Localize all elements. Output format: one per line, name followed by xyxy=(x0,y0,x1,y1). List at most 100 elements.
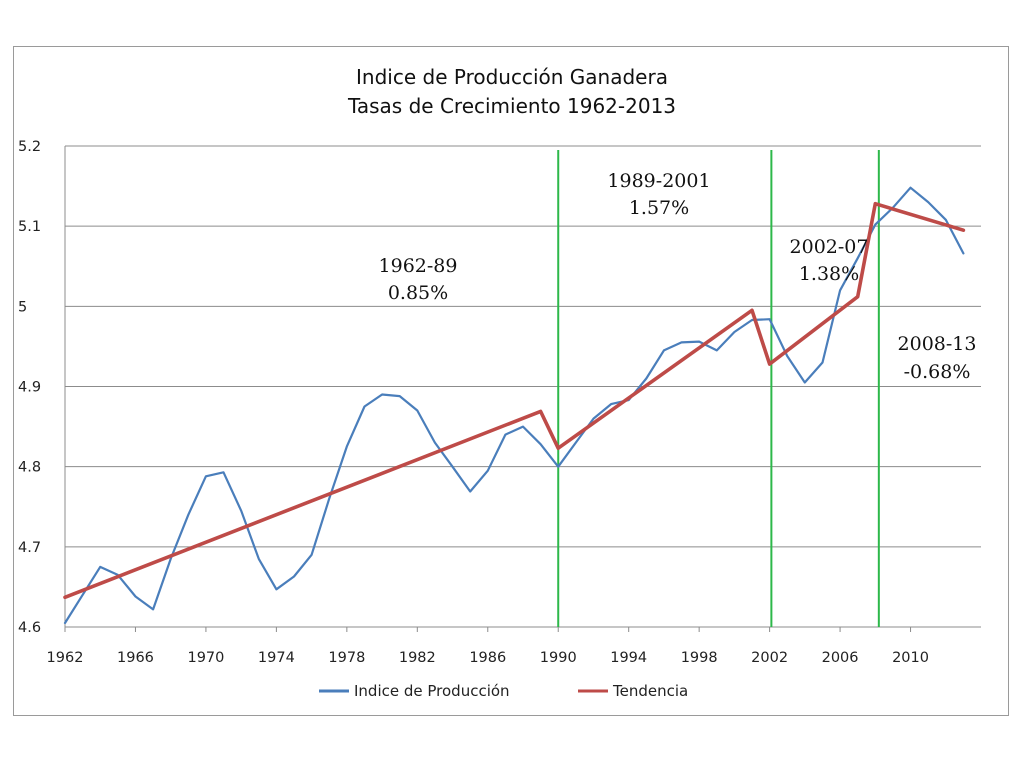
data-point-indice xyxy=(522,425,524,427)
x-tick-label: 2002 xyxy=(751,650,788,666)
data-point-indice xyxy=(909,187,911,189)
y-tick-label: 4.7 xyxy=(18,540,41,556)
data-point-indice xyxy=(786,355,788,357)
y-tick-label: 5.1 xyxy=(18,219,41,235)
annotation-2002-07: 2002-07 1.38% xyxy=(790,236,869,285)
data-point-indice xyxy=(804,381,806,383)
y-tick-label: 4.6 xyxy=(18,620,41,636)
data-point-indice xyxy=(134,595,136,597)
data-point-indice xyxy=(363,405,365,407)
data-point-indice xyxy=(381,393,383,395)
data-point-indice xyxy=(275,588,277,590)
data-point-indice xyxy=(610,403,612,405)
annotation-2008-13: 2008-13 -0.68% xyxy=(898,333,977,383)
data-point-indice xyxy=(187,514,189,516)
annotation-1962-89: 1962-89 0.85% xyxy=(379,255,458,304)
data-point-tendencia xyxy=(557,447,559,449)
y-tick-label: 4.8 xyxy=(18,460,41,476)
data-point-indice xyxy=(399,395,401,397)
x-tick-label: 2006 xyxy=(822,650,859,666)
chart-frame xyxy=(13,46,1009,716)
annotation-period: 2008-13 xyxy=(898,333,977,355)
data-point-indice xyxy=(99,566,101,568)
data-point-indice xyxy=(451,466,453,468)
data-point-indice xyxy=(222,471,224,473)
data-point-indice xyxy=(539,443,541,445)
data-point-indice xyxy=(716,349,718,351)
x-tick-label: 1982 xyxy=(399,650,436,666)
y-tick-label: 5.2 xyxy=(18,139,41,155)
legend: Indice de Producción Tendencia xyxy=(319,682,688,700)
x-tick-label: 1962 xyxy=(47,650,84,666)
data-point-indice xyxy=(293,575,295,577)
data-point-tendencia xyxy=(857,296,859,298)
data-point-indice xyxy=(733,331,735,333)
data-point-tendencia xyxy=(539,410,541,412)
legend-label-tendencia: Tendencia xyxy=(612,682,688,700)
grid-layer xyxy=(64,145,981,628)
data-point-indice xyxy=(487,470,489,472)
data-point-indice xyxy=(557,466,559,468)
data-point-indice xyxy=(240,510,242,512)
annotation-period: 1962-89 xyxy=(379,255,458,277)
data-point-indice xyxy=(645,377,647,379)
data-point-indice xyxy=(768,318,770,320)
y-tick-label: 4.9 xyxy=(18,380,41,396)
annotation-period: 2002-07 xyxy=(790,236,869,258)
x-tick-label: 1978 xyxy=(328,650,365,666)
x-tick-label: 1974 xyxy=(258,650,295,666)
data-point-indice xyxy=(434,441,436,443)
chart-title: Indice de Producción Ganadera xyxy=(356,65,668,89)
data-point-indice xyxy=(205,475,207,477)
data-point-indice xyxy=(504,433,506,435)
data-point-indice xyxy=(751,319,753,321)
series-layer xyxy=(63,186,966,625)
annotation-rate: 1.38% xyxy=(799,263,859,285)
legend-label-indice: Indice de Producción xyxy=(354,682,510,700)
data-point-indice xyxy=(575,441,577,443)
period-markers xyxy=(557,150,880,627)
data-point-indice xyxy=(821,361,823,363)
data-point-indice xyxy=(945,219,947,221)
data-point-indice xyxy=(680,341,682,343)
data-point-indice xyxy=(663,349,665,351)
data-point-indice xyxy=(81,594,83,596)
annotation-rate: -0.68% xyxy=(904,361,971,383)
x-tick-label: 1998 xyxy=(681,650,718,666)
annotation-1989-2001: 1989-2001 1.57% xyxy=(607,170,710,219)
annotation-rate: 0.85% xyxy=(388,282,448,304)
x-tick-label: 1966 xyxy=(117,650,154,666)
data-point-tendencia xyxy=(64,596,66,598)
data-point-indice xyxy=(152,608,154,610)
x-tick-label: 1990 xyxy=(540,650,577,666)
data-point-tendencia xyxy=(874,203,876,205)
data-point-indice xyxy=(258,558,260,560)
x-tick-label: 1986 xyxy=(469,650,506,666)
data-point-indice xyxy=(592,417,594,419)
data-point-indice xyxy=(310,554,312,556)
data-point-indice xyxy=(962,252,964,254)
data-point-tendencia xyxy=(962,229,964,231)
annotation-rate: 1.57% xyxy=(629,197,689,219)
series-line-indice xyxy=(63,186,965,625)
x-tick-label: 1970 xyxy=(187,650,224,666)
data-point-indice xyxy=(874,223,876,225)
x-tick-label: 2010 xyxy=(892,650,929,666)
data-point-indice xyxy=(927,201,929,203)
data-point-tendencia xyxy=(768,363,770,365)
y-tick-label: 5 xyxy=(18,299,27,315)
annotation-period: 1989-2001 xyxy=(607,170,710,192)
data-point-indice xyxy=(328,498,330,500)
x-tick-label: 1994 xyxy=(610,650,647,666)
x-axis-ticks: 1962 1966 1970 1974 1978 1982 1986 1990 1994 1998… xyxy=(47,627,929,666)
series-line-tendencia xyxy=(63,201,966,600)
data-point-indice xyxy=(64,622,66,624)
data-point-indice xyxy=(346,445,348,447)
chart-subtitle: Tasas de Crecimiento 1962-2013 xyxy=(347,94,676,118)
data-point-indice xyxy=(839,289,841,291)
data-point-indice xyxy=(469,490,471,492)
data-point-indice xyxy=(698,340,700,342)
data-point-indice xyxy=(416,409,418,411)
data-point-tendencia xyxy=(751,309,753,311)
